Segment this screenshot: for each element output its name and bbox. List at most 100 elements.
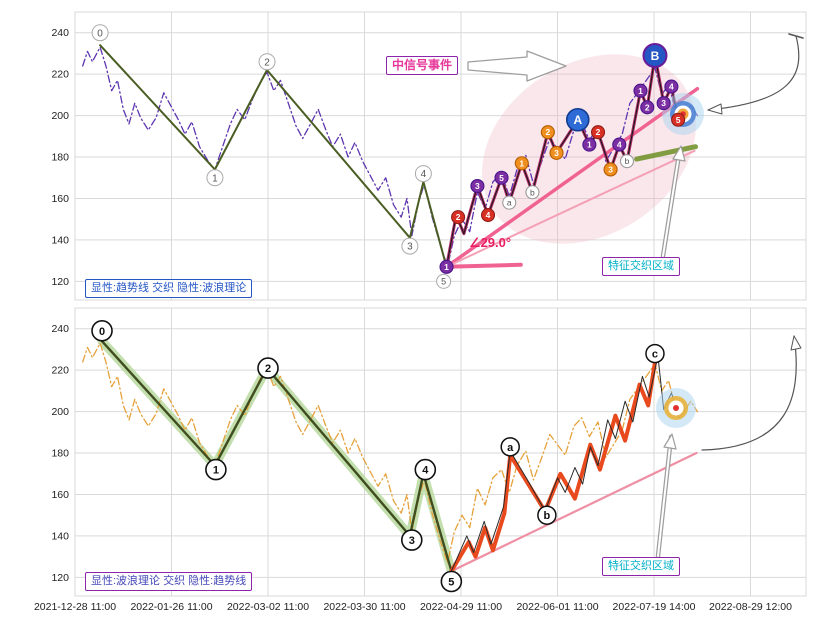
x-tick-label: 2022-08-29 12:00 xyxy=(709,601,792,613)
wave-marker-c xyxy=(645,343,665,364)
wave-marker-label: c xyxy=(652,349,658,361)
y-tick-label: 240 xyxy=(51,323,69,335)
wave-marker-b xyxy=(537,505,557,525)
x-tick-label: 2021-12-28 11:00 xyxy=(34,601,116,613)
bottom-panel-legend-box: 显性:波浪理论 交织 隐性:趋势线 xyxy=(85,572,253,591)
wave-marker-label: 3 xyxy=(409,535,415,547)
y-tick-label: 160 xyxy=(51,193,69,205)
wave-marker-label: 3 xyxy=(608,165,613,175)
annotation-arrowhead xyxy=(672,145,686,162)
wave-marker-label: 4 xyxy=(422,465,429,477)
wave-marker-label: 0 xyxy=(97,28,103,39)
wave-marker-2 xyxy=(590,125,606,140)
y-tick-label: 140 xyxy=(51,530,69,542)
series-trend-underlay xyxy=(97,336,456,576)
wave-marker-4 xyxy=(612,137,627,152)
y-tick-label: 160 xyxy=(51,489,69,501)
series-trend-extension xyxy=(634,144,698,162)
wave-marker-label: 2 xyxy=(596,127,601,137)
wave-marker-5 xyxy=(494,170,509,185)
series-pink-ray-upper xyxy=(444,86,700,269)
wave-marker-label: A xyxy=(573,113,582,127)
series-pink-ray-lower xyxy=(445,149,696,268)
wave-marker-label: 1 xyxy=(444,262,449,272)
wave-marker-a xyxy=(500,437,520,457)
x-tick-label: 2022-04-29 11:00 xyxy=(420,601,502,613)
wave-marker-b xyxy=(619,154,635,169)
annotation-arrow xyxy=(701,335,797,451)
x-tick-label: 2022-03-30 11:00 xyxy=(323,601,405,613)
wave-marker-label: 4 xyxy=(617,140,622,150)
series-angle-base xyxy=(444,262,523,269)
wave-marker-1 xyxy=(206,169,224,187)
series-price-dashdot xyxy=(82,342,699,564)
top-panel-legend-box: 显性:趋势线 交织 隐性:波浪理论 xyxy=(85,279,253,298)
y-tick-label: 240 xyxy=(51,27,69,39)
target-marker-ring xyxy=(673,405,679,411)
wave-marker-label: 1 xyxy=(212,173,218,184)
wave-marker-label: 2 xyxy=(264,57,270,68)
feature-zone-label-box-bottom: 特征交织区域 xyxy=(602,557,680,576)
x-tick-label: 2022-03-02 11:00 xyxy=(227,601,309,613)
wave-marker-label: 3 xyxy=(475,181,480,191)
wave-marker-5 xyxy=(671,112,686,127)
wave-marker-5 xyxy=(436,273,452,289)
signal-event-label-box: 中信号事件 xyxy=(386,56,459,75)
wave-marker-1 xyxy=(514,156,529,171)
y-tick-label: 200 xyxy=(51,406,69,418)
wave-marker-label: 2 xyxy=(265,363,271,375)
wave-marker-label: 1 xyxy=(213,465,219,477)
y-tick-label: 120 xyxy=(51,276,69,288)
feature-zone-label-box-top: 特征交织区域 xyxy=(602,257,680,276)
annotation-arrow xyxy=(657,436,672,557)
wave-marker-5 xyxy=(440,570,463,593)
wave-marker-label: 2 xyxy=(645,102,650,112)
y-tick-label: 140 xyxy=(51,234,69,246)
wave-marker-label: 1 xyxy=(519,158,524,168)
annotation-arrowhead xyxy=(707,103,723,115)
wave-marker-3 xyxy=(400,529,423,551)
series-abc-wave-bold xyxy=(449,359,657,574)
wave-marker-label: 3 xyxy=(661,98,666,108)
y-tick-label: 220 xyxy=(51,365,69,377)
wave-marker-label: b xyxy=(530,187,535,197)
wave-marker-0 xyxy=(91,319,113,342)
wave-marker-label: 0 xyxy=(99,326,105,338)
wave-marker-1 xyxy=(205,458,227,481)
wave-marker-label: 4 xyxy=(421,169,427,180)
wave-marker-b xyxy=(525,185,540,200)
wave-marker-label: 1 xyxy=(587,140,592,150)
y-tick-label: 180 xyxy=(51,448,69,460)
wave-marker-2 xyxy=(257,357,279,379)
annotation-arrow xyxy=(662,160,679,257)
wave-marker-label: a xyxy=(507,442,514,454)
wave-marker-label: b xyxy=(544,510,551,522)
x-tick-label: 2022-01-26 11:00 xyxy=(130,601,212,613)
wave-marker-label: 2 xyxy=(456,212,461,222)
wave-marker-4 xyxy=(480,208,496,223)
wave-marker-3 xyxy=(549,145,564,160)
wave-marker-3 xyxy=(656,96,671,111)
annotation-arrowhead xyxy=(663,433,677,450)
wave-marker-label: a xyxy=(507,198,512,208)
x-tick-label: 2022-07-19 14:00 xyxy=(613,601,696,613)
annotation-arrow xyxy=(788,33,804,39)
wave-marker-a xyxy=(502,195,517,210)
y-tick-label: 200 xyxy=(51,110,69,122)
series-trendline-0-5 xyxy=(100,340,453,573)
wave-marker-label: 5 xyxy=(499,173,504,183)
wave-marker-label: 1 xyxy=(638,86,643,96)
wave-marker-A xyxy=(565,107,590,132)
wave-marker-4 xyxy=(414,458,437,481)
y-tick-label: 220 xyxy=(51,69,69,81)
wave-marker-label: 4 xyxy=(669,82,674,92)
wave-marker-1 xyxy=(582,137,597,152)
x-tick-label: 2022-06-01 11:00 xyxy=(516,601,598,613)
wave-marker-1 xyxy=(633,83,648,98)
wave-marker-label: 3 xyxy=(554,148,559,158)
wave-marker-2 xyxy=(640,100,655,115)
annotation-arrowhead xyxy=(790,335,802,351)
wave-marker-label: 2 xyxy=(545,127,550,137)
wave-marker-2 xyxy=(451,210,466,225)
